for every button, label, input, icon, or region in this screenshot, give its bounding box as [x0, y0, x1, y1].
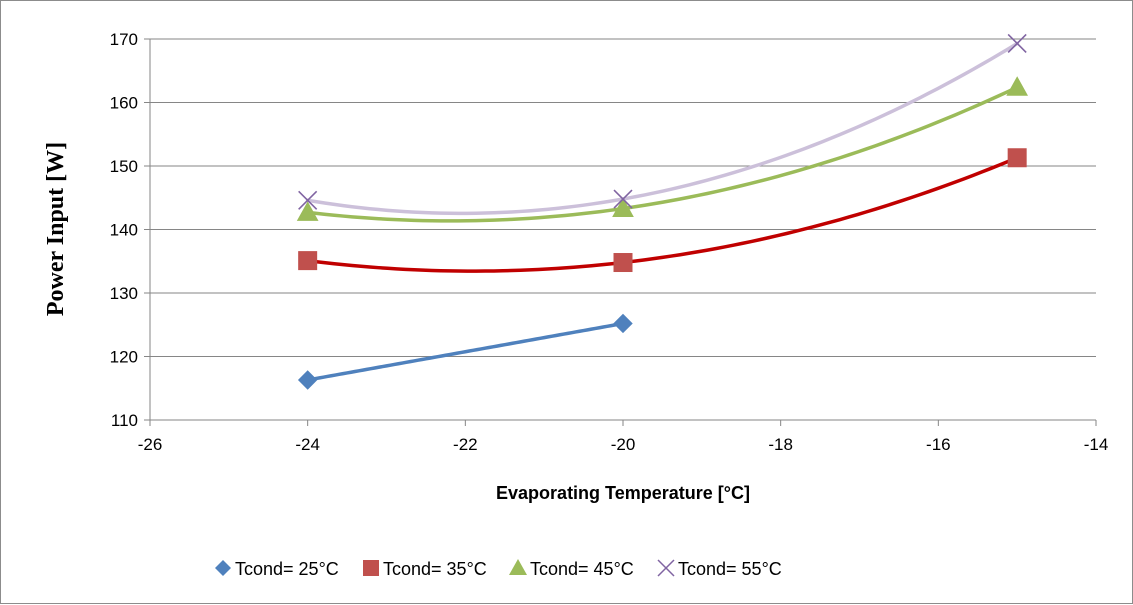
- legend-label: Tcond= 25°C: [235, 559, 339, 579]
- y-tick-label: 170: [110, 30, 138, 49]
- legend-label: Tcond= 45°C: [530, 559, 634, 579]
- data-point-series-3: [612, 197, 634, 218]
- data-point-series-1: [297, 370, 318, 390]
- legend-marker: [215, 560, 231, 576]
- legend-marker: [657, 559, 675, 577]
- marker-layer: [296, 33, 1029, 390]
- data-point-series-2: [613, 253, 633, 273]
- x-tick-label: -22: [453, 435, 478, 454]
- legend-label: Tcond= 35°C: [383, 559, 487, 579]
- legend: Tcond= 25°C Tcond= 35°C Tcond= 45°C Tcond= …: [215, 559, 782, 579]
- legend-item-1: Tcond= 25°C: [215, 559, 339, 579]
- data-point-series-3: [1006, 76, 1029, 96]
- grid-layer: [150, 38, 1096, 357]
- data-point-series-2: [298, 251, 318, 271]
- x-tick-label: -24: [295, 435, 320, 454]
- series-line-3: [305, 85, 1019, 223]
- marker-stroke: [298, 190, 318, 210]
- marker-stroke: [1007, 33, 1027, 54]
- legend-item-4: Tcond= 55°C: [657, 559, 782, 579]
- y-tick-label: 140: [110, 221, 138, 240]
- series-line-4: [305, 41, 1019, 216]
- legend-marker: [363, 560, 379, 576]
- y-tick-label: 130: [110, 284, 138, 303]
- series-line-1: [305, 321, 625, 382]
- y-tick-label: 150: [110, 157, 138, 176]
- marker-stroke: [657, 559, 675, 577]
- data-point-series-2: [1007, 148, 1027, 168]
- data-point-series-3: [296, 201, 319, 221]
- y-tick-label: 110: [111, 411, 138, 430]
- x-tick-label: -20: [611, 435, 636, 454]
- x-tick-label: -26: [138, 435, 163, 454]
- data-point-series-4: [1007, 33, 1027, 54]
- y-axis-label: Power Input [W]: [43, 142, 69, 316]
- legend-marker: [509, 559, 527, 575]
- data-point-series-1: [613, 313, 633, 334]
- x-tick-label: -18: [768, 435, 793, 454]
- y-tick-label: 160: [110, 94, 138, 113]
- axis-layer: [144, 38, 1097, 426]
- legend-label: Tcond= 55°C: [678, 559, 782, 579]
- legend-item-3: Tcond= 45°C: [509, 559, 634, 579]
- x-tick-label: -16: [926, 435, 951, 454]
- x-axis-label: Evaporating Temperature [°C]: [496, 483, 750, 503]
- y-tick-label: 120: [110, 348, 138, 367]
- legend-item-2: Tcond= 35°C: [363, 559, 487, 579]
- x-tick-label: -14: [1084, 435, 1109, 454]
- marker-stroke: [613, 189, 633, 209]
- data-point-series-4: [613, 189, 633, 209]
- tick-label-layer: -26 -24 -22 -20 -18 -16 -14 110 120 130 140 150 160 1…: [110, 30, 1109, 454]
- curve-layer: [305, 41, 1019, 382]
- series-line-2: [305, 155, 1019, 273]
- data-point-series-4: [298, 190, 318, 210]
